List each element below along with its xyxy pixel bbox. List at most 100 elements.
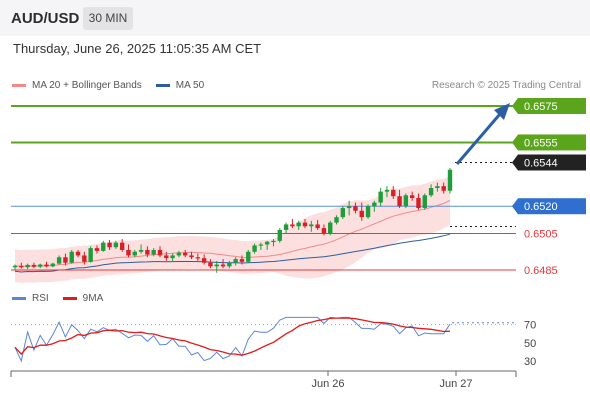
level-label-0.6544: 0.6544: [524, 157, 558, 169]
rsi-swatch: [12, 297, 26, 300]
candle-body: [233, 259, 238, 263]
candle-body: [416, 198, 421, 209]
timestamp: Thursday, June 26, 2025 11:05:35 AM CET: [13, 41, 262, 56]
candle-body: [201, 258, 207, 263]
level-label-0.6505: 0.6505: [524, 229, 558, 241]
candle-body: [372, 202, 377, 207]
level-badge-pointer-0.6520: [512, 198, 518, 215]
candle-body: [126, 249, 131, 256]
candle-body: [220, 264, 226, 267]
bollinger-swatch: [12, 84, 26, 87]
chart-header: AUD/USD 30 MIN: [0, 0, 590, 36]
rsi-ma-line: [14, 317, 451, 356]
candle-body: [264, 241, 270, 245]
candle-body: [25, 264, 30, 268]
candle-body: [69, 251, 74, 263]
candle-body: [50, 263, 56, 267]
candle-body: [170, 255, 175, 259]
level-badge-pointer-0.6575: [512, 98, 518, 114]
candle-body: [422, 195, 427, 209]
candle-body: [340, 208, 346, 218]
candle-body: [132, 251, 137, 256]
candle-body: [113, 242, 119, 248]
candle-body: [321, 228, 327, 234]
candle-body: [239, 259, 245, 262]
legend-ma50: MA 50: [155, 80, 205, 91]
candle-body: [145, 249, 150, 255]
level-label-0.6485: 0.6485: [524, 265, 558, 277]
timeframe-badge[interactable]: 30 MIN: [83, 7, 133, 30]
x-tick-label: Jun 27: [439, 378, 472, 390]
candle-body: [138, 249, 144, 252]
candle-body: [391, 189, 396, 197]
candle-body: [302, 222, 308, 227]
ma9-swatch: [62, 297, 77, 300]
candle-body: [435, 186, 440, 188]
candle-body: [277, 229, 282, 241]
legend-bollinger: MA 20 + Bollinger Bands: [12, 80, 142, 91]
candle-body: [183, 252, 188, 256]
legend-ma50-label: MA 50: [175, 80, 205, 91]
candle-body: [290, 224, 295, 227]
candle-body: [157, 249, 163, 256]
candle-body: [296, 222, 301, 227]
level-badge-0.6520: [518, 198, 586, 215]
legend-9ma-label: 9MA: [82, 293, 104, 304]
ma20-line: [14, 199, 451, 268]
candle-body: [94, 248, 100, 251]
rsi-tick-50: 50: [524, 338, 536, 350]
candle-body: [309, 224, 314, 227]
candle-body: [328, 222, 333, 234]
candle-body: [403, 195, 409, 207]
candle-body: [315, 224, 320, 229]
candle-body: [164, 255, 169, 259]
legend-bollinger-label: MA 20 + Bollinger Bands: [32, 80, 142, 91]
rsi-tick-70: 70: [524, 320, 536, 332]
forecast-arrow: [455, 113, 502, 165]
candle-body: [258, 244, 264, 246]
candle-body: [353, 206, 358, 211]
legend-9ma: 9MA: [62, 293, 104, 304]
candle-body: [44, 264, 49, 267]
candle-body: [346, 206, 352, 209]
candle-body: [31, 264, 37, 267]
forecast-arrowhead: [494, 103, 510, 120]
candle-body: [428, 188, 434, 196]
candle-body: [252, 245, 257, 252]
candle-body: [409, 195, 415, 199]
price-legend: MA 20 + Bollinger Bands MA 50: [12, 80, 204, 91]
candle-body: [88, 248, 93, 262]
candle-body: [365, 206, 371, 218]
ma50-line: [14, 233, 451, 273]
candle-body: [384, 189, 390, 192]
candle-body: [359, 210, 364, 218]
candle-body: [19, 265, 24, 268]
candle-body: [195, 257, 201, 259]
rsi-legend: RSI 9MA: [12, 293, 103, 304]
candle-body: [151, 249, 156, 255]
candle-body: [176, 252, 182, 256]
level-badge-0.6575: [518, 98, 586, 114]
x-tick-label: Jun 26: [311, 378, 344, 390]
candle-body: [38, 264, 43, 267]
candle-body: [189, 255, 194, 258]
candle-body: [214, 264, 219, 267]
level-badge-pointer-0.6544: [512, 154, 518, 171]
bollinger-band-fill: [15, 175, 450, 283]
candle-body: [82, 255, 87, 262]
copyright-credit: Research © 2025 Trading Central: [431, 80, 581, 91]
level-label-0.6575: 0.6575: [524, 101, 558, 113]
rsi-tick-30: 30: [524, 356, 536, 368]
candle-body: [208, 262, 213, 267]
level-badge-0.6544: [518, 154, 586, 171]
candle-body: [101, 242, 106, 251]
candle-body: [119, 242, 125, 250]
candle-body: [63, 257, 68, 263]
ma50-swatch: [155, 84, 170, 87]
candle-body: [227, 262, 232, 267]
candle-body: [271, 240, 276, 243]
candle-body: [283, 224, 289, 230]
candle-body: [246, 251, 251, 262]
instrument-symbol: AUD/USD: [11, 10, 80, 27]
